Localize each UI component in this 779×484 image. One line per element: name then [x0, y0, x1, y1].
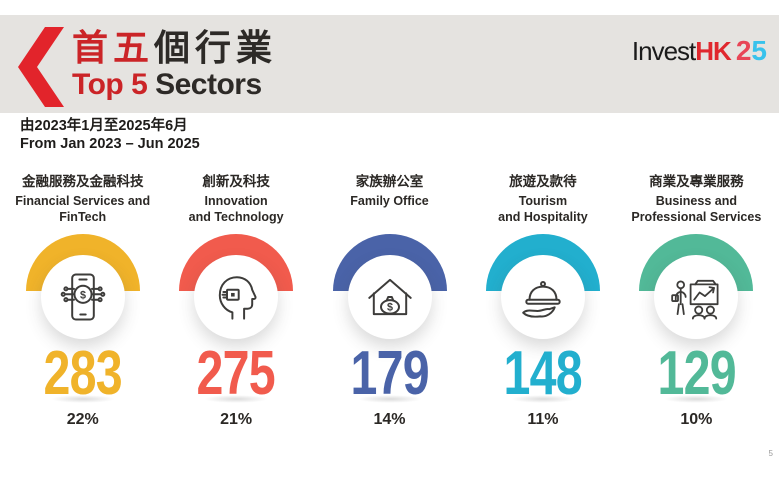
sector-arch: [177, 234, 295, 344]
sector-arch: $: [331, 234, 449, 344]
svg-text:$: $: [387, 302, 393, 314]
sector-title-en: Business and Professional Services: [631, 194, 762, 225]
fintech-smartphone-icon: $: [60, 273, 106, 321]
svg-text:$: $: [80, 289, 86, 301]
icon-circle: [194, 255, 279, 339]
sector-title-zh: 金融服務及金融科技: [21, 174, 144, 189]
sector-value: 283: [43, 339, 123, 408]
sector-percent: 14%: [373, 411, 406, 428]
sector-title: 家族辦公室 Family Office: [313, 170, 466, 228]
sector-title-en: Tourism and Hospitality: [498, 194, 588, 225]
sector-title: 商業及專業服務 Business and Professional Servic…: [620, 170, 773, 228]
sector-innovation-technology: 創新及科技 Innovation and Technology: [159, 170, 312, 429]
sector-percent: 21%: [220, 411, 253, 428]
sector-title-zh: 商業及專業服務: [649, 174, 744, 189]
sector-tourism-hospitality: 旅遊及款待 Tourism and Hospitality 148: [466, 170, 619, 429]
sector-arch: $: [24, 234, 142, 344]
period-en: From Jan 2023 – Jun 2025: [20, 136, 200, 153]
sector-title-en: Financial Services and FinTech: [15, 194, 151, 225]
sector-value: 179: [350, 339, 429, 408]
business-presentation-icon: [671, 279, 719, 320]
sector-columns: 金融服務及金融科技 Financial Services and FinTech: [6, 170, 773, 429]
value-shadow: [664, 395, 729, 403]
sector-family-office: 家族辦公室 Family Office $: [313, 170, 466, 429]
logo-digit-2: 2: [735, 35, 752, 66]
page-number: 5: [768, 449, 773, 458]
sector-title: 旅遊及款待 Tourism and Hospitality: [466, 170, 619, 228]
sector-value: 148: [503, 339, 583, 408]
logo-hk-text: HK: [695, 36, 732, 66]
title-english: Top 5 Sectors: [72, 67, 277, 101]
sector-business-professional-services: 商業及專業服務 Business and Professional Servic…: [620, 170, 773, 429]
logo-invest-text: Invest: [631, 36, 696, 66]
title-zh-dark: 個行業: [154, 27, 278, 68]
value-shadow: [204, 395, 269, 403]
sector-title-en: Family Office: [350, 194, 429, 208]
sector-title-zh: 旅遊及款待: [509, 174, 577, 189]
title-en-dark: Sectors: [147, 67, 262, 101]
header-band: 首五個行業 Top 5 Sectors InvestHK 25: [0, 15, 779, 113]
chevron-left-icon: [18, 27, 64, 107]
icon-circle: [654, 255, 739, 339]
sector-percent: 10%: [680, 411, 713, 428]
sector-value: 275: [196, 339, 276, 408]
title-en-red: Top 5: [72, 67, 148, 101]
sector-title-zh: 家族辦公室: [355, 174, 424, 189]
tourism-cloche-icon: [522, 280, 561, 318]
logo-digit-5: 5: [751, 35, 767, 66]
sector-title: 創新及科技 Innovation and Technology: [159, 170, 312, 228]
icon-circle: $: [40, 255, 125, 339]
sector-percent: 22%: [66, 411, 99, 428]
sector-title-zh: 創新及科技: [202, 174, 270, 189]
value-shadow: [50, 395, 115, 403]
sector-arch: [484, 234, 602, 344]
family-office-house-icon: $: [367, 278, 412, 316]
sector-value: 129: [657, 339, 736, 408]
period-zh: 由2023年1月至2025年6月: [20, 118, 188, 134]
page-title: 首五個行業 Top 5 Sectors: [72, 28, 277, 100]
investhk-25-logo: InvestHK 25: [632, 35, 767, 67]
sector-title-en: Innovation and Technology: [188, 194, 284, 225]
innovation-head-chip-icon: [218, 276, 257, 320]
value-shadow: [357, 395, 422, 403]
title-chinese: 首五個行業: [72, 28, 277, 68]
period-label: 由2023年1月至2025年6月 From Jan 2023 – Jun 202…: [20, 117, 200, 153]
sector-percent: 11%: [527, 411, 559, 428]
sector-arch: [637, 234, 755, 344]
sector-financial-services-fintech: 金融服務及金融科技 Financial Services and FinTech: [6, 170, 159, 429]
icon-circle: [500, 255, 585, 339]
icon-circle: $: [347, 255, 432, 339]
title-zh-red: 首五: [72, 27, 155, 68]
value-shadow: [510, 395, 575, 403]
sector-title: 金融服務及金融科技 Financial Services and FinTech: [6, 170, 159, 228]
